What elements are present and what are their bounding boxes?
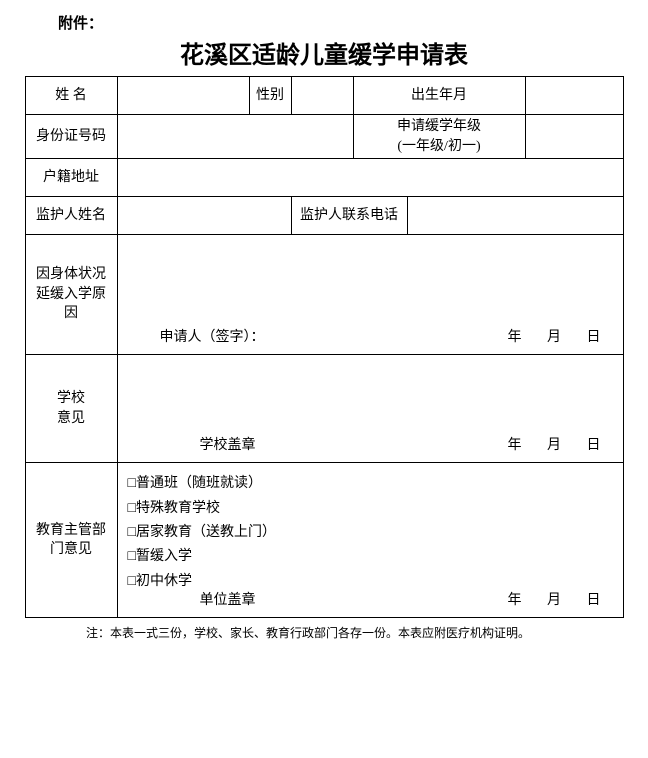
checkbox-item-defer[interactable]: □暂缓入学 <box>128 544 621 568</box>
label-school-opinion: 学校 意见 <box>25 355 117 463</box>
row-reason: 因身体状况 延缓入学原 因 申请人（签字）： 年 月 日 <box>25 235 623 355</box>
row-guardian: 监护人姓名 监护人联系电话 <box>25 197 623 235</box>
footnote: 注：本表一式三份，学校、家长、教育行政部门各存一份。本表应附医疗机构证明。 <box>86 624 628 641</box>
school-seal-line: 学校盖章 年 月 日 <box>120 434 621 454</box>
field-school-opinion[interactable]: 学校盖章 年 月 日 <box>117 355 623 463</box>
label-reason: 因身体状况 延缓入学原 因 <box>25 235 117 355</box>
label-name: 姓 名 <box>25 77 117 115</box>
field-id-number[interactable] <box>117 115 353 159</box>
row-id-grade: 身份证号码 申请缓学年级 (一年级/初一) <box>25 115 623 159</box>
label-birth: 出生年月 <box>353 77 525 115</box>
label-apply-grade: 申请缓学年级 (一年级/初一) <box>353 115 525 159</box>
field-dept-opinion[interactable]: □普通班（随班就读） □特殊教育学校 □居家教育（送教上门） □暂缓入学 □初中… <box>117 463 623 618</box>
row-household-addr: 户籍地址 <box>25 159 623 197</box>
field-name[interactable] <box>117 77 249 115</box>
applicant-sign-line: 申请人（签字）： 年 月 日 <box>120 326 621 346</box>
label-guardian-phone: 监护人联系电话 <box>291 197 407 235</box>
field-guardian-name[interactable] <box>117 197 291 235</box>
dept-checkbox-list: □普通班（随班就读） □特殊教育学校 □居家教育（送教上门） □暂缓入学 □初中… <box>120 465 621 593</box>
label-dept-opinion: 教育主管部 门意见 <box>25 463 117 618</box>
field-apply-grade[interactable] <box>525 115 623 159</box>
checkbox-item-special[interactable]: □特殊教育学校 <box>128 496 621 520</box>
row-school-opinion: 学校 意见 学校盖章 年 月 日 <box>25 355 623 463</box>
checkbox-item-home[interactable]: □居家教育（送教上门） <box>128 520 621 544</box>
form-title: 花溪区适龄儿童缓学申请表 <box>20 35 628 70</box>
label-household-addr: 户籍地址 <box>25 159 117 197</box>
field-birth[interactable] <box>525 77 623 115</box>
field-gender[interactable] <box>291 77 353 115</box>
field-guardian-phone[interactable] <box>407 197 623 235</box>
row-name-gender-birth: 姓 名 性别 出生年月 <box>25 77 623 115</box>
attachment-label: 附件： <box>58 12 628 33</box>
label-gender: 性别 <box>249 77 291 115</box>
field-household-addr[interactable] <box>117 159 623 197</box>
row-dept-opinion: 教育主管部 门意见 □普通班（随班就读） □特殊教育学校 □居家教育（送教上门）… <box>25 463 623 618</box>
label-guardian-name: 监护人姓名 <box>25 197 117 235</box>
application-form-table: 姓 名 性别 出生年月 身份证号码 申请缓学年级 (一年级/初一) 户籍地址 监… <box>25 76 624 618</box>
unit-seal-line: 单位盖章 年 月 日 <box>120 589 621 609</box>
checkbox-item-regular[interactable]: □普通班（随班就读） <box>128 471 621 495</box>
field-reason[interactable]: 申请人（签字）： 年 月 日 <box>117 235 623 355</box>
label-id-number: 身份证号码 <box>25 115 117 159</box>
